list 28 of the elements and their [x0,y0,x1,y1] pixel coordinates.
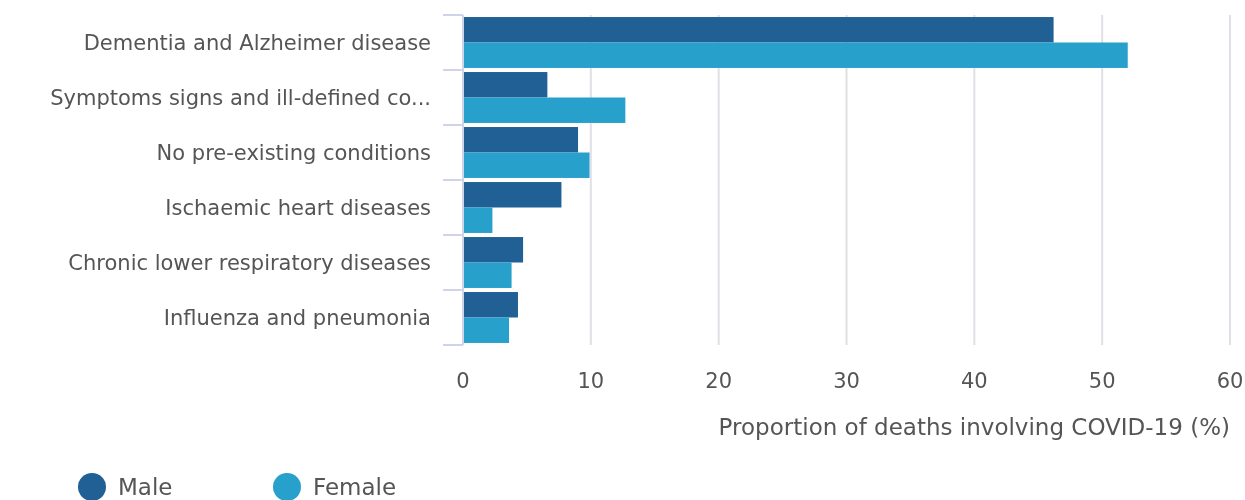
bar [463,182,562,208]
bar [463,292,518,318]
x-tick-label: 0 [456,369,470,393]
x-tick-label: 30 [833,369,860,393]
x-tick-label: 60 [1216,369,1244,393]
x-axis-title: Proportion of deaths involving COVID-19 (%) [718,414,1230,440]
y-tick-label: Chronic lower respiratory diseases [68,250,431,275]
bar [463,97,626,123]
bar [463,72,548,98]
legend-label: Male [118,474,173,500]
bar [463,237,524,263]
bar [463,317,510,343]
bar [463,262,512,288]
x-tick-label: 40 [960,369,988,393]
bar [463,127,579,153]
x-tick-label: 20 [705,369,733,393]
bar [463,17,1054,43]
x-tick-label: 10 [577,369,605,393]
y-tick-label: Dementia and Alzheimer disease [83,30,431,55]
y-tick-label: No pre-existing conditions [156,140,431,165]
y-tick-label: Influenza and pneumonia [163,305,431,330]
bar [463,42,1128,68]
x-tick-label: 50 [1088,369,1116,393]
legend-label: Female [313,474,397,500]
bar [463,152,590,178]
y-tick-label: Ischaemic heart diseases [165,195,431,220]
bar [463,207,493,233]
y-tick-label: Symptoms signs and ill-defined co... [50,85,431,110]
